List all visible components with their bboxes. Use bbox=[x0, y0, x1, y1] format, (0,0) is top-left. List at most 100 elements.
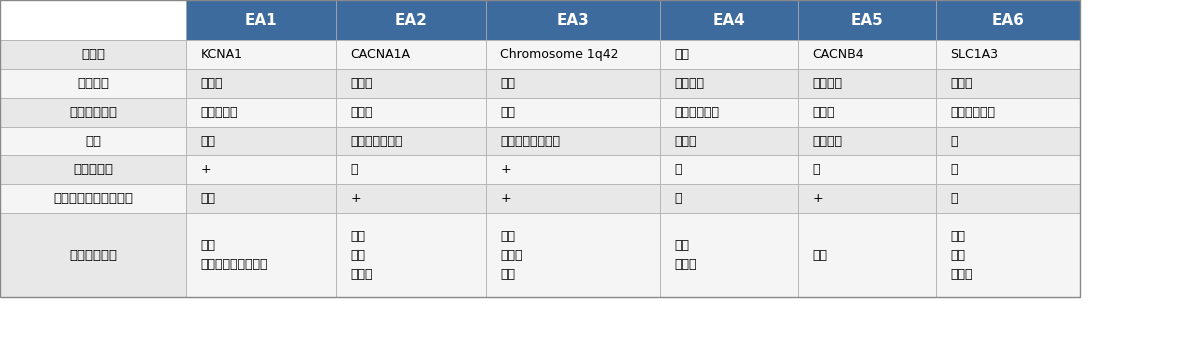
Bar bbox=[798, 69, 936, 98]
Bar bbox=[798, 40, 936, 69]
Text: 小児期: 小児期 bbox=[950, 77, 973, 90]
Text: 不明: 不明 bbox=[674, 48, 690, 61]
Bar bbox=[0, 0, 1080, 297]
Text: 数時間: 数時間 bbox=[350, 106, 373, 119]
Text: 成人早期: 成人早期 bbox=[812, 77, 842, 90]
Bar bbox=[660, 127, 798, 155]
Text: アセタゾラミド反応性: アセタゾラミド反応性 bbox=[53, 192, 133, 205]
Text: 発作持続時間: 発作持続時間 bbox=[70, 106, 118, 119]
Bar bbox=[936, 98, 1080, 127]
Text: +: + bbox=[500, 163, 511, 177]
Text: －: － bbox=[950, 134, 958, 148]
Bar bbox=[336, 213, 486, 297]
Bar bbox=[798, 127, 936, 155]
Bar bbox=[0, 155, 186, 184]
Text: 数時間: 数時間 bbox=[812, 106, 835, 119]
Text: 関連する特徴: 関連する特徴 bbox=[70, 249, 118, 262]
Text: 数秒〜数分: 数秒〜数分 bbox=[200, 106, 238, 119]
Text: 数秒〜数時間: 数秒〜数時間 bbox=[674, 106, 720, 119]
Text: －: － bbox=[674, 192, 682, 205]
Bar bbox=[186, 40, 336, 69]
Bar bbox=[798, 155, 936, 184]
Bar bbox=[186, 127, 336, 155]
Bar bbox=[336, 69, 486, 98]
Bar bbox=[660, 40, 798, 69]
Text: 遺伝子: 遺伝子 bbox=[82, 48, 106, 61]
Bar bbox=[660, 0, 798, 40]
Bar bbox=[336, 0, 486, 40]
Bar bbox=[486, 127, 660, 155]
Bar bbox=[186, 213, 336, 297]
Bar bbox=[486, 0, 660, 40]
Bar bbox=[936, 69, 1080, 98]
Text: 痙攣: 痙攣 bbox=[812, 249, 828, 262]
Bar bbox=[0, 40, 186, 69]
Bar bbox=[0, 127, 186, 155]
Bar bbox=[336, 98, 486, 127]
Text: +: + bbox=[500, 192, 511, 205]
Bar bbox=[336, 155, 486, 184]
Text: Chromosome 1q42: Chromosome 1q42 bbox=[500, 48, 619, 61]
Bar bbox=[0, 0, 186, 40]
Text: EA4: EA4 bbox=[713, 13, 745, 28]
Bar bbox=[936, 0, 1080, 40]
Text: EA5: EA5 bbox=[851, 13, 883, 28]
Text: 数時間〜数日: 数時間〜数日 bbox=[950, 106, 996, 119]
Bar bbox=[336, 40, 486, 69]
Bar bbox=[936, 40, 1080, 69]
Bar bbox=[936, 213, 1080, 297]
Text: まれに先天性眼振: まれに先天性眼振 bbox=[500, 134, 560, 148]
Bar bbox=[798, 0, 936, 40]
Text: EA6: EA6 bbox=[991, 13, 1025, 28]
Bar bbox=[186, 155, 336, 184]
Text: 下方向性: 下方向性 bbox=[812, 134, 842, 148]
Text: 痙攣
頭痛
片麻痺: 痙攣 頭痛 片麻痺 bbox=[350, 230, 373, 281]
Bar bbox=[936, 127, 1080, 155]
Bar bbox=[798, 213, 936, 297]
Text: EA1: EA1 bbox=[245, 13, 277, 28]
Text: 痙攣
頭痛
片麻痺: 痙攣 頭痛 片麻痺 bbox=[950, 230, 973, 281]
Text: 思春期: 思春期 bbox=[200, 77, 223, 90]
Text: 数分: 数分 bbox=[500, 106, 516, 119]
Text: +: + bbox=[350, 192, 361, 205]
Bar bbox=[486, 40, 660, 69]
Bar bbox=[660, 213, 798, 297]
Bar bbox=[336, 184, 486, 213]
Text: 眼振: 眼振 bbox=[85, 134, 101, 148]
Bar bbox=[660, 98, 798, 127]
Bar bbox=[660, 184, 798, 213]
Bar bbox=[0, 69, 186, 98]
Bar bbox=[936, 184, 1080, 213]
Text: －: － bbox=[350, 163, 358, 177]
Bar bbox=[186, 0, 336, 40]
Text: 思春期: 思春期 bbox=[350, 77, 373, 90]
Bar bbox=[336, 127, 486, 155]
Text: 注視性: 注視性 bbox=[674, 134, 697, 148]
Text: EA3: EA3 bbox=[557, 13, 589, 28]
Text: CACNA1A: CACNA1A bbox=[350, 48, 410, 61]
Bar bbox=[186, 98, 336, 127]
Text: 発症年齢: 発症年齢 bbox=[77, 77, 109, 90]
Bar bbox=[486, 184, 660, 213]
Bar bbox=[0, 98, 186, 127]
Text: +: + bbox=[200, 163, 211, 177]
Text: ミオキミア: ミオキミア bbox=[73, 163, 113, 177]
Text: －: － bbox=[950, 163, 958, 177]
Bar bbox=[936, 155, 1080, 184]
Bar bbox=[660, 155, 798, 184]
Bar bbox=[660, 69, 798, 98]
Text: 痙攣
ニューロミオトニア: 痙攣 ニューロミオトニア bbox=[200, 239, 268, 271]
Text: EA2: EA2 bbox=[395, 13, 427, 28]
Text: 痙攣
耳鳴り: 痙攣 耳鳴り bbox=[674, 239, 697, 271]
Bar bbox=[798, 184, 936, 213]
Text: +: + bbox=[812, 192, 823, 205]
Text: 様々: 様々 bbox=[200, 192, 216, 205]
Bar bbox=[486, 213, 660, 297]
Text: 成人早期: 成人早期 bbox=[674, 77, 704, 90]
Bar bbox=[186, 184, 336, 213]
Text: なし: なし bbox=[200, 134, 216, 148]
Text: 様々: 様々 bbox=[500, 77, 516, 90]
Text: SLC1A3: SLC1A3 bbox=[950, 48, 998, 61]
Text: －: － bbox=[950, 192, 958, 205]
Text: －: － bbox=[674, 163, 682, 177]
